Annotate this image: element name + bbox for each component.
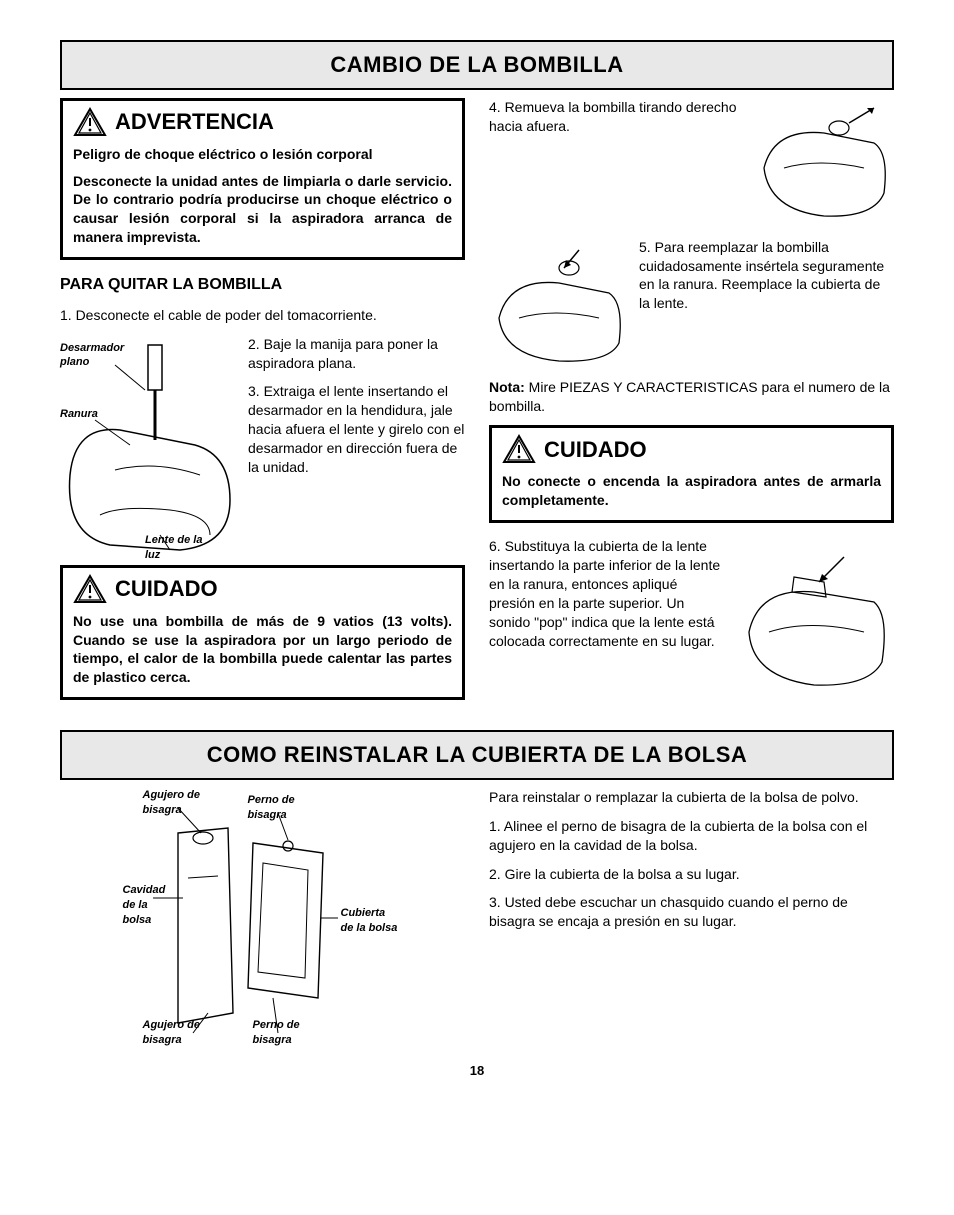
cuidado1-head: CUIDADO — [73, 574, 452, 604]
step4-illustration — [754, 98, 894, 228]
title-2: COMO REINSTALAR LA CUBIERTA DE LA BOLSA — [70, 740, 884, 770]
label-cavidad: Cavidad de la bolsa — [123, 883, 178, 928]
caution-triangle-icon — [73, 574, 107, 604]
step4-row: 4. Remueva la bombilla tirando derecho h… — [489, 98, 894, 228]
sec2-b3: 3. Usted debe escuchar un chasquido cuan… — [489, 893, 894, 931]
removal-figure-row: Desarmador plano Ranura Lente de la luz … — [60, 335, 465, 565]
cuidado1-heading: CUIDADO — [115, 574, 218, 604]
step-5: 5. Para reemplazar la bombilla cuidadosa… — [639, 238, 894, 368]
advertencia-heading: ADVERTENCIA — [115, 107, 274, 137]
step6-row: 6. Substituya la cubierta de la lente in… — [489, 537, 894, 697]
step-4: 4. Remueva la bombilla tirando derecho h… — [489, 98, 744, 228]
removal-illustration: Desarmador plano Ranura Lente de la luz — [60, 335, 240, 565]
sec2-b2: 2. Gire la cubierta de la bolsa a su lug… — [489, 865, 894, 884]
subsection-1-heading: PARA QUITAR LA BOMBILLA — [60, 274, 465, 296]
cuidado1-box: CUIDADO No use una bombilla de más de 9 … — [60, 565, 465, 701]
step6-illustration — [734, 537, 894, 697]
steps-2-3-text: 2. Baje la manija para poner la aspirado… — [248, 335, 465, 565]
sec2-intro: Para reinstalar o remplazar la cubierta … — [489, 788, 894, 807]
col-left: ADVERTENCIA Peligro de choque eléctrico … — [60, 98, 465, 715]
cuidado2-head: CUIDADO — [502, 434, 881, 464]
title-bar-1: CAMBIO DE LA BOMBILLA — [60, 40, 894, 90]
section2-frame: COMO REINSTALAR LA CUBIERTA DE LA BOLSA — [60, 730, 894, 1048]
sec2-right: Para reinstalar o remplazar la cubierta … — [489, 788, 894, 1048]
note-rest: Mire PIEZAS Y CARACTERISTICAS para el nu… — [489, 379, 890, 414]
bag-cover-illustration: Agujero de bisagra Perno de bisagra Cavi… — [123, 788, 403, 1048]
step5-row: 5. Para reemplazar la bombilla cuidadosa… — [489, 238, 894, 368]
col-right: 4. Remueva la bombilla tirando derecho h… — [489, 98, 894, 715]
bulb-remove-diagram — [754, 98, 894, 228]
title-bar-2: COMO REINSTALAR LA CUBIERTA DE LA BOLSA — [60, 730, 894, 780]
label-agujero-top: Agujero de bisagra — [143, 788, 213, 818]
cuidado1-body: No use una bombilla de más de 9 vatios (… — [73, 612, 452, 688]
advertencia-box: ADVERTENCIA Peligro de choque eléctrico … — [60, 98, 465, 260]
label-cubierta: Cubierta de la bolsa — [341, 906, 401, 936]
bulb-insert-diagram — [489, 238, 629, 368]
note-prefix: Nota: — [489, 379, 525, 395]
step-2: 2. Baje la manija para poner la aspirado… — [248, 335, 465, 373]
step-6: 6. Substituya la cubierta de la lente in… — [489, 537, 724, 697]
advertencia-body: Desconecte la unidad antes de limpiarla … — [73, 172, 452, 248]
step-1: 1. Desconecte el cable de poder del toma… — [60, 306, 465, 325]
label-agujero-btm: Agujero de bisagra — [143, 1018, 218, 1048]
cuidado2-box: CUIDADO No conecte o encenda la aspirado… — [489, 425, 894, 523]
step-3: 3. Extraiga el lente insertando el desar… — [248, 382, 465, 476]
advertencia-head: ADVERTENCIA — [73, 107, 452, 137]
section2-columns: Agujero de bisagra Perno de bisagra Cavi… — [60, 788, 894, 1048]
section1-frame: CAMBIO DE LA BOMBILLA ADVERTENCIA Peligr… — [60, 40, 894, 714]
note-line: Nota: Mire PIEZAS Y CARACTERISTICAS para… — [489, 378, 894, 416]
sec2-left: Agujero de bisagra Perno de bisagra Cavi… — [60, 788, 465, 1048]
step5-illustration — [489, 238, 629, 368]
cuidado2-heading: CUIDADO — [544, 435, 647, 465]
lens-cover-diagram — [734, 537, 894, 697]
label-desarmador: Desarmador plano — [60, 341, 130, 371]
label-perno-top: Perno de bisagra — [248, 793, 318, 823]
warning-triangle-icon — [73, 107, 107, 137]
label-perno-btm: Perno de bisagra — [253, 1018, 323, 1048]
label-ranura: Ranura — [60, 407, 98, 422]
sec2-b1: 1. Alinee el perno de bisagra de la cubi… — [489, 817, 894, 855]
label-lente: Lente de la luz — [145, 533, 215, 563]
caution-triangle-icon-2 — [502, 434, 536, 464]
cuidado2-body: No conecte o encenda la aspiradora antes… — [502, 472, 881, 510]
advertencia-sub: Peligro de choque eléctrico o lesión cor… — [73, 145, 452, 164]
page-number: 18 — [60, 1062, 894, 1080]
title-1: CAMBIO DE LA BOMBILLA — [70, 50, 884, 80]
section1-columns: ADVERTENCIA Peligro de choque eléctrico … — [60, 98, 894, 715]
